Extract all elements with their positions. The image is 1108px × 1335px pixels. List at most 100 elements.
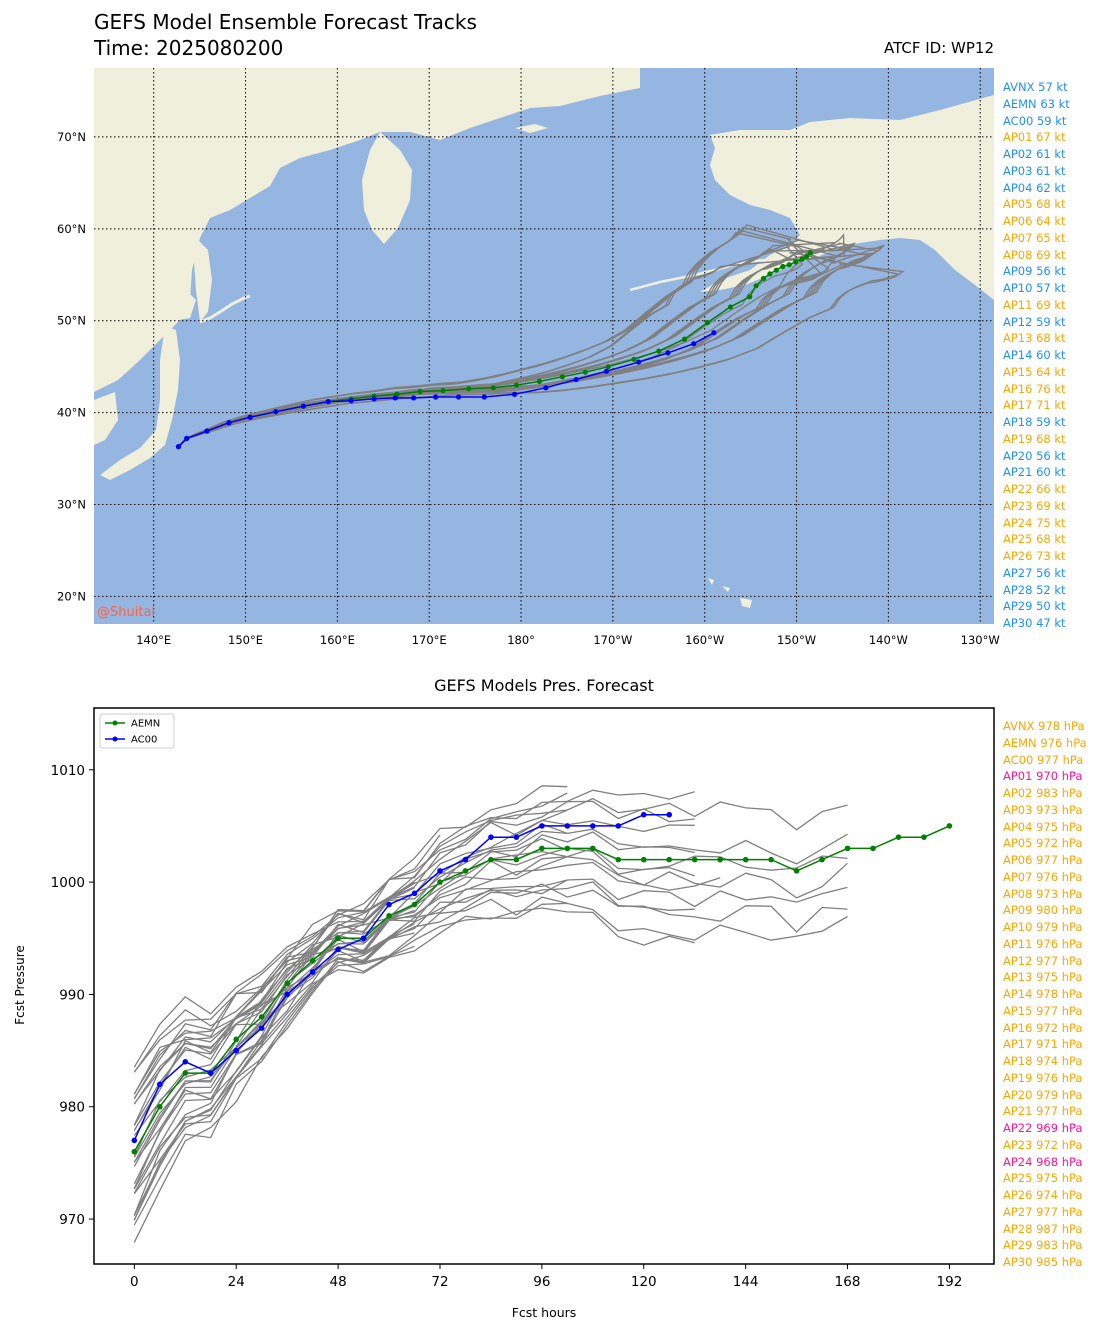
legend-entry: AP09 56 kt xyxy=(1003,264,1066,279)
track-point-ac00 xyxy=(226,420,232,426)
pressure-point-ac00 xyxy=(666,811,673,818)
lat-tick-label: 60°N xyxy=(57,222,86,236)
pressure-point-aemn xyxy=(462,868,469,874)
pressure-point-aemn xyxy=(946,823,953,829)
track-point-aemn xyxy=(605,364,611,370)
pressure-point-ac00 xyxy=(386,901,392,908)
track-point-aemn xyxy=(582,369,588,375)
track-point-ac00 xyxy=(325,399,331,405)
pressure-line-aemn xyxy=(133,825,950,1153)
legend-entry: AP11 69 kt xyxy=(1003,297,1066,312)
legend-entry: AP08 69 kt xyxy=(1003,247,1066,262)
legend-entry: AP04 62 kt xyxy=(1003,180,1066,195)
pressure-point-aemn xyxy=(691,856,698,863)
pressure-point-aemn xyxy=(258,1014,265,1020)
pressure-point-ac00 xyxy=(564,823,571,829)
pressure-legend: AVNX 978 hPa AEMN 976 hPa AC00 977 hPa AP01… xyxy=(1003,718,1087,1271)
pressure-point-ac00 xyxy=(615,823,622,829)
pressure-chart: 0 24 48 72 96 120 144 168 192 970 980 990 1000 1010 A… xyxy=(51,707,995,1290)
member-track xyxy=(177,231,798,448)
pressure-point-aemn xyxy=(742,856,749,863)
legend-entry: AP10 57 kt xyxy=(1003,281,1066,295)
lat-tick-label: 40°N xyxy=(57,406,86,420)
pressure-point-aemn xyxy=(411,901,418,908)
track-point-aemn xyxy=(536,378,543,384)
member-pressure-line xyxy=(133,879,568,1095)
y-tick-label: 1010 xyxy=(51,763,85,779)
member-track xyxy=(178,252,902,448)
member-track xyxy=(177,245,791,448)
legend-entry: AP19 68 kt xyxy=(1003,431,1066,446)
track-point-ac00 xyxy=(635,359,642,365)
legend-entry: AP26 73 kt xyxy=(1003,549,1066,563)
legend-entry: AP11 976 hPa xyxy=(1003,936,1083,951)
legend-entry: AP22 969 hPa xyxy=(1003,1121,1083,1135)
legend-entry: AP01 67 kt xyxy=(1003,130,1066,145)
member-tracks xyxy=(177,224,905,448)
legend-entry: AP10 979 hPa xyxy=(1003,920,1083,934)
legend-entry: AP27 56 kt xyxy=(1003,565,1066,580)
track-point-ac00 xyxy=(184,435,190,441)
track-point-ac00 xyxy=(300,403,306,409)
legend-entry: AP21 977 hPa xyxy=(1003,1104,1083,1119)
lon-tick-label: 180° xyxy=(507,633,535,647)
legend-label: AEMN xyxy=(131,719,160,730)
y-tick-label: 980 xyxy=(59,1100,85,1116)
member-pressure-line xyxy=(133,828,848,1104)
legend-entry: AP05 68 kt xyxy=(1003,197,1066,212)
track-point-aemn xyxy=(656,348,662,354)
legend-entry: AP15 64 kt xyxy=(1003,364,1066,379)
pressure-point-aemn xyxy=(666,856,673,863)
lon-tick-label: 150°W xyxy=(777,633,816,647)
legend-marker xyxy=(112,720,118,726)
x-tick-label: 192 xyxy=(937,1274,963,1290)
member-pressure-line xyxy=(133,823,568,1185)
track-point-ac00 xyxy=(410,395,417,401)
track-point-ac00 xyxy=(512,391,518,397)
member-track xyxy=(178,249,871,448)
track-point-ac00 xyxy=(392,395,398,401)
atcf-id: ATCF ID: WP12 xyxy=(883,39,994,57)
legend-entry: AC00 977 hPa xyxy=(1003,752,1084,767)
track-point-ac00 xyxy=(481,394,487,400)
x-tick-label: 96 xyxy=(533,1274,550,1290)
pressure-point-ac00 xyxy=(233,1047,240,1054)
track-point-ac00 xyxy=(273,409,279,415)
pressure-point-ac00 xyxy=(539,823,545,829)
pressure-point-aemn xyxy=(539,845,545,852)
track-point-aemn xyxy=(773,267,779,273)
y-tick-label: 990 xyxy=(59,987,85,1003)
legend-entry: AP08 973 hPa xyxy=(1003,886,1083,901)
pressure-axes: 0 24 48 72 96 120 144 168 192 970 980 990 1000 1010 xyxy=(51,707,995,1290)
legend-entry: AP07 65 kt xyxy=(1003,230,1066,245)
land-alaska xyxy=(700,68,994,300)
member-pressure-line xyxy=(133,932,415,1226)
legend-entry: AP02 983 hPa xyxy=(1003,786,1083,800)
track-point-aemn xyxy=(807,250,813,256)
land-sakhalin xyxy=(194,240,212,322)
legend-entry: AP30 985 hPa xyxy=(1003,1255,1083,1269)
member-pressure-line xyxy=(133,837,568,1221)
land-kuril xyxy=(199,294,251,324)
legend-entry: AP17 971 hPa xyxy=(1003,1037,1083,1052)
x-tick-label: 120 xyxy=(631,1274,657,1290)
pressure-point-aemn xyxy=(233,1036,240,1043)
legend-entry: AP20 979 hPa xyxy=(1003,1087,1083,1102)
pressure-point-aemn xyxy=(844,845,851,852)
pressure-point-ac00 xyxy=(335,946,341,953)
legend-entry: AP07 976 hPa xyxy=(1003,869,1083,884)
pressure-point-aemn xyxy=(335,935,341,942)
pressure-point-ac00 xyxy=(640,811,647,818)
track-point-ac00 xyxy=(175,444,182,450)
legend-entry: AC00 59 kt xyxy=(1003,113,1067,128)
pressure-point-ac00 xyxy=(157,1081,163,1088)
member-track xyxy=(177,257,800,448)
pressure-point-aemn xyxy=(921,834,927,840)
member-pressure-line xyxy=(133,923,415,1190)
track-point-aemn xyxy=(490,385,497,391)
legend-entry: AP24 75 kt xyxy=(1003,515,1066,530)
lon-tick-label: 140°E xyxy=(136,633,171,647)
land-honshu xyxy=(100,326,180,480)
track-point-ac00 xyxy=(455,394,462,400)
legend-entry: AP03 61 kt xyxy=(1003,163,1066,178)
